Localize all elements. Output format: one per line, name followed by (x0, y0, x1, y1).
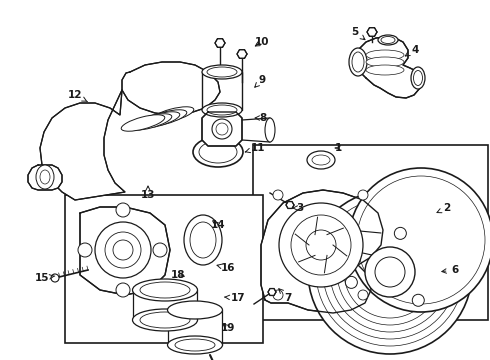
Circle shape (365, 247, 415, 297)
Circle shape (95, 222, 151, 278)
Circle shape (116, 283, 130, 297)
Text: 12: 12 (68, 90, 88, 102)
Ellipse shape (207, 105, 237, 115)
Ellipse shape (132, 309, 197, 331)
Text: 1: 1 (334, 143, 342, 153)
Circle shape (212, 119, 232, 139)
Polygon shape (286, 202, 294, 208)
Polygon shape (122, 62, 220, 115)
Ellipse shape (168, 336, 222, 354)
Circle shape (344, 226, 436, 318)
Circle shape (394, 228, 406, 239)
Ellipse shape (378, 35, 398, 45)
Ellipse shape (193, 137, 243, 167)
Circle shape (113, 240, 133, 260)
Polygon shape (80, 207, 170, 295)
Ellipse shape (143, 110, 187, 126)
Text: 13: 13 (141, 186, 155, 200)
Ellipse shape (414, 71, 422, 86)
Text: 14: 14 (211, 220, 225, 230)
Ellipse shape (265, 118, 275, 142)
Ellipse shape (190, 222, 216, 258)
Ellipse shape (202, 65, 242, 79)
Circle shape (308, 190, 472, 354)
Ellipse shape (381, 36, 395, 44)
Text: 16: 16 (217, 263, 235, 273)
Bar (65, 195, 263, 343)
Ellipse shape (121, 115, 165, 131)
Text: 2: 2 (437, 203, 451, 213)
Text: 6: 6 (442, 265, 459, 275)
Polygon shape (202, 112, 242, 146)
Text: 9: 9 (255, 75, 266, 87)
Ellipse shape (140, 312, 190, 328)
Circle shape (316, 198, 464, 346)
Circle shape (358, 190, 368, 200)
Ellipse shape (128, 114, 172, 130)
Ellipse shape (349, 48, 367, 76)
Polygon shape (367, 28, 377, 36)
Circle shape (412, 294, 424, 306)
Ellipse shape (36, 165, 54, 189)
Text: 11: 11 (245, 143, 265, 153)
Circle shape (291, 215, 351, 275)
Ellipse shape (202, 103, 242, 117)
Polygon shape (40, 90, 125, 200)
Circle shape (116, 203, 130, 217)
Ellipse shape (366, 57, 404, 67)
Ellipse shape (207, 67, 237, 77)
Circle shape (337, 219, 443, 325)
Text: 8: 8 (255, 113, 267, 123)
Circle shape (306, 230, 336, 260)
Text: 19: 19 (221, 323, 235, 333)
Polygon shape (215, 39, 225, 47)
Circle shape (78, 243, 92, 257)
Text: 18: 18 (171, 270, 185, 280)
Ellipse shape (132, 279, 197, 301)
Ellipse shape (199, 141, 237, 163)
Circle shape (323, 205, 457, 339)
Ellipse shape (150, 107, 194, 123)
Ellipse shape (136, 112, 180, 128)
Text: 17: 17 (225, 293, 245, 303)
Ellipse shape (366, 50, 404, 60)
Ellipse shape (40, 170, 50, 184)
Ellipse shape (366, 65, 404, 75)
Text: 5: 5 (351, 27, 365, 40)
Polygon shape (355, 37, 422, 98)
Circle shape (358, 290, 368, 300)
Circle shape (51, 274, 59, 282)
Ellipse shape (307, 151, 335, 169)
Ellipse shape (184, 215, 222, 265)
Text: 4: 4 (405, 45, 418, 56)
Ellipse shape (168, 301, 222, 319)
Circle shape (273, 190, 283, 200)
Bar (253, 145, 488, 320)
Ellipse shape (411, 67, 425, 89)
Polygon shape (237, 50, 247, 58)
Circle shape (357, 176, 485, 304)
Circle shape (279, 203, 363, 287)
Ellipse shape (312, 155, 330, 165)
Polygon shape (28, 165, 62, 190)
Text: 3: 3 (293, 203, 304, 213)
Circle shape (105, 232, 141, 268)
Polygon shape (268, 288, 276, 296)
Circle shape (273, 290, 283, 300)
Circle shape (216, 123, 228, 135)
Circle shape (375, 257, 405, 287)
Circle shape (345, 276, 357, 288)
Ellipse shape (352, 52, 364, 72)
Polygon shape (261, 190, 383, 313)
Ellipse shape (175, 339, 215, 351)
Ellipse shape (140, 282, 190, 298)
Text: 10: 10 (255, 37, 269, 47)
Text: 7: 7 (279, 289, 292, 303)
Text: 15: 15 (35, 273, 55, 283)
Circle shape (153, 243, 167, 257)
Circle shape (349, 168, 490, 312)
Circle shape (330, 212, 450, 332)
